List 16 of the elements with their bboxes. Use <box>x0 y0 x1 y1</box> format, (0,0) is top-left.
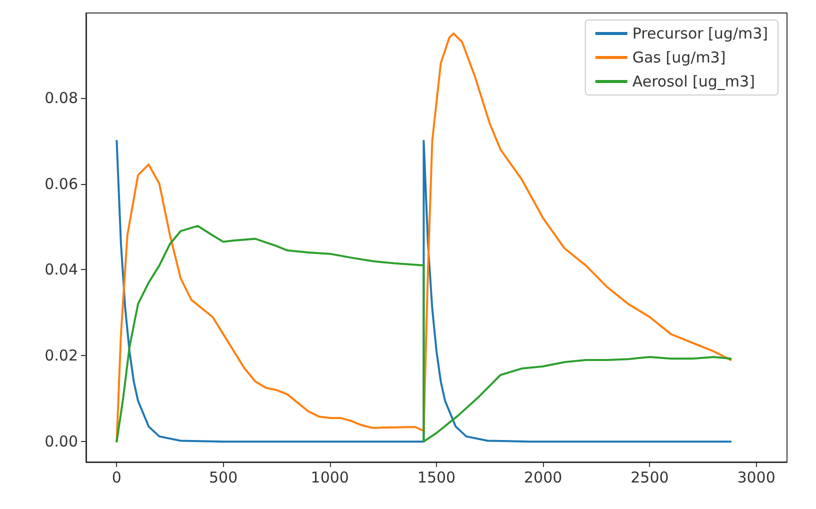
x-tick-label: 500 <box>208 468 238 486</box>
legend-label: Gas [ug/m3] <box>632 48 726 66</box>
y-tick-label: 0.02 <box>44 346 78 365</box>
x-tick-label: 2500 <box>630 468 669 486</box>
x-tick-label: 2000 <box>524 468 562 486</box>
y-tick-label: 0.00 <box>44 432 78 451</box>
line-series <box>116 224 732 443</box>
y-tick-label: 0.04 <box>44 260 78 279</box>
legend-label: Aerosol [ug_m3] <box>632 72 755 90</box>
y-tick-label: 0.06 <box>44 174 78 193</box>
x-tick-label: 1000 <box>310 468 349 486</box>
y-tick-label: 0.08 <box>44 88 78 107</box>
legend-label: Precursor [ug/m3] <box>632 24 768 42</box>
x-tick-label: 0 <box>112 468 122 486</box>
x-tick-label: 1500 <box>417 468 456 486</box>
x-tick-label: 3000 <box>737 468 776 486</box>
